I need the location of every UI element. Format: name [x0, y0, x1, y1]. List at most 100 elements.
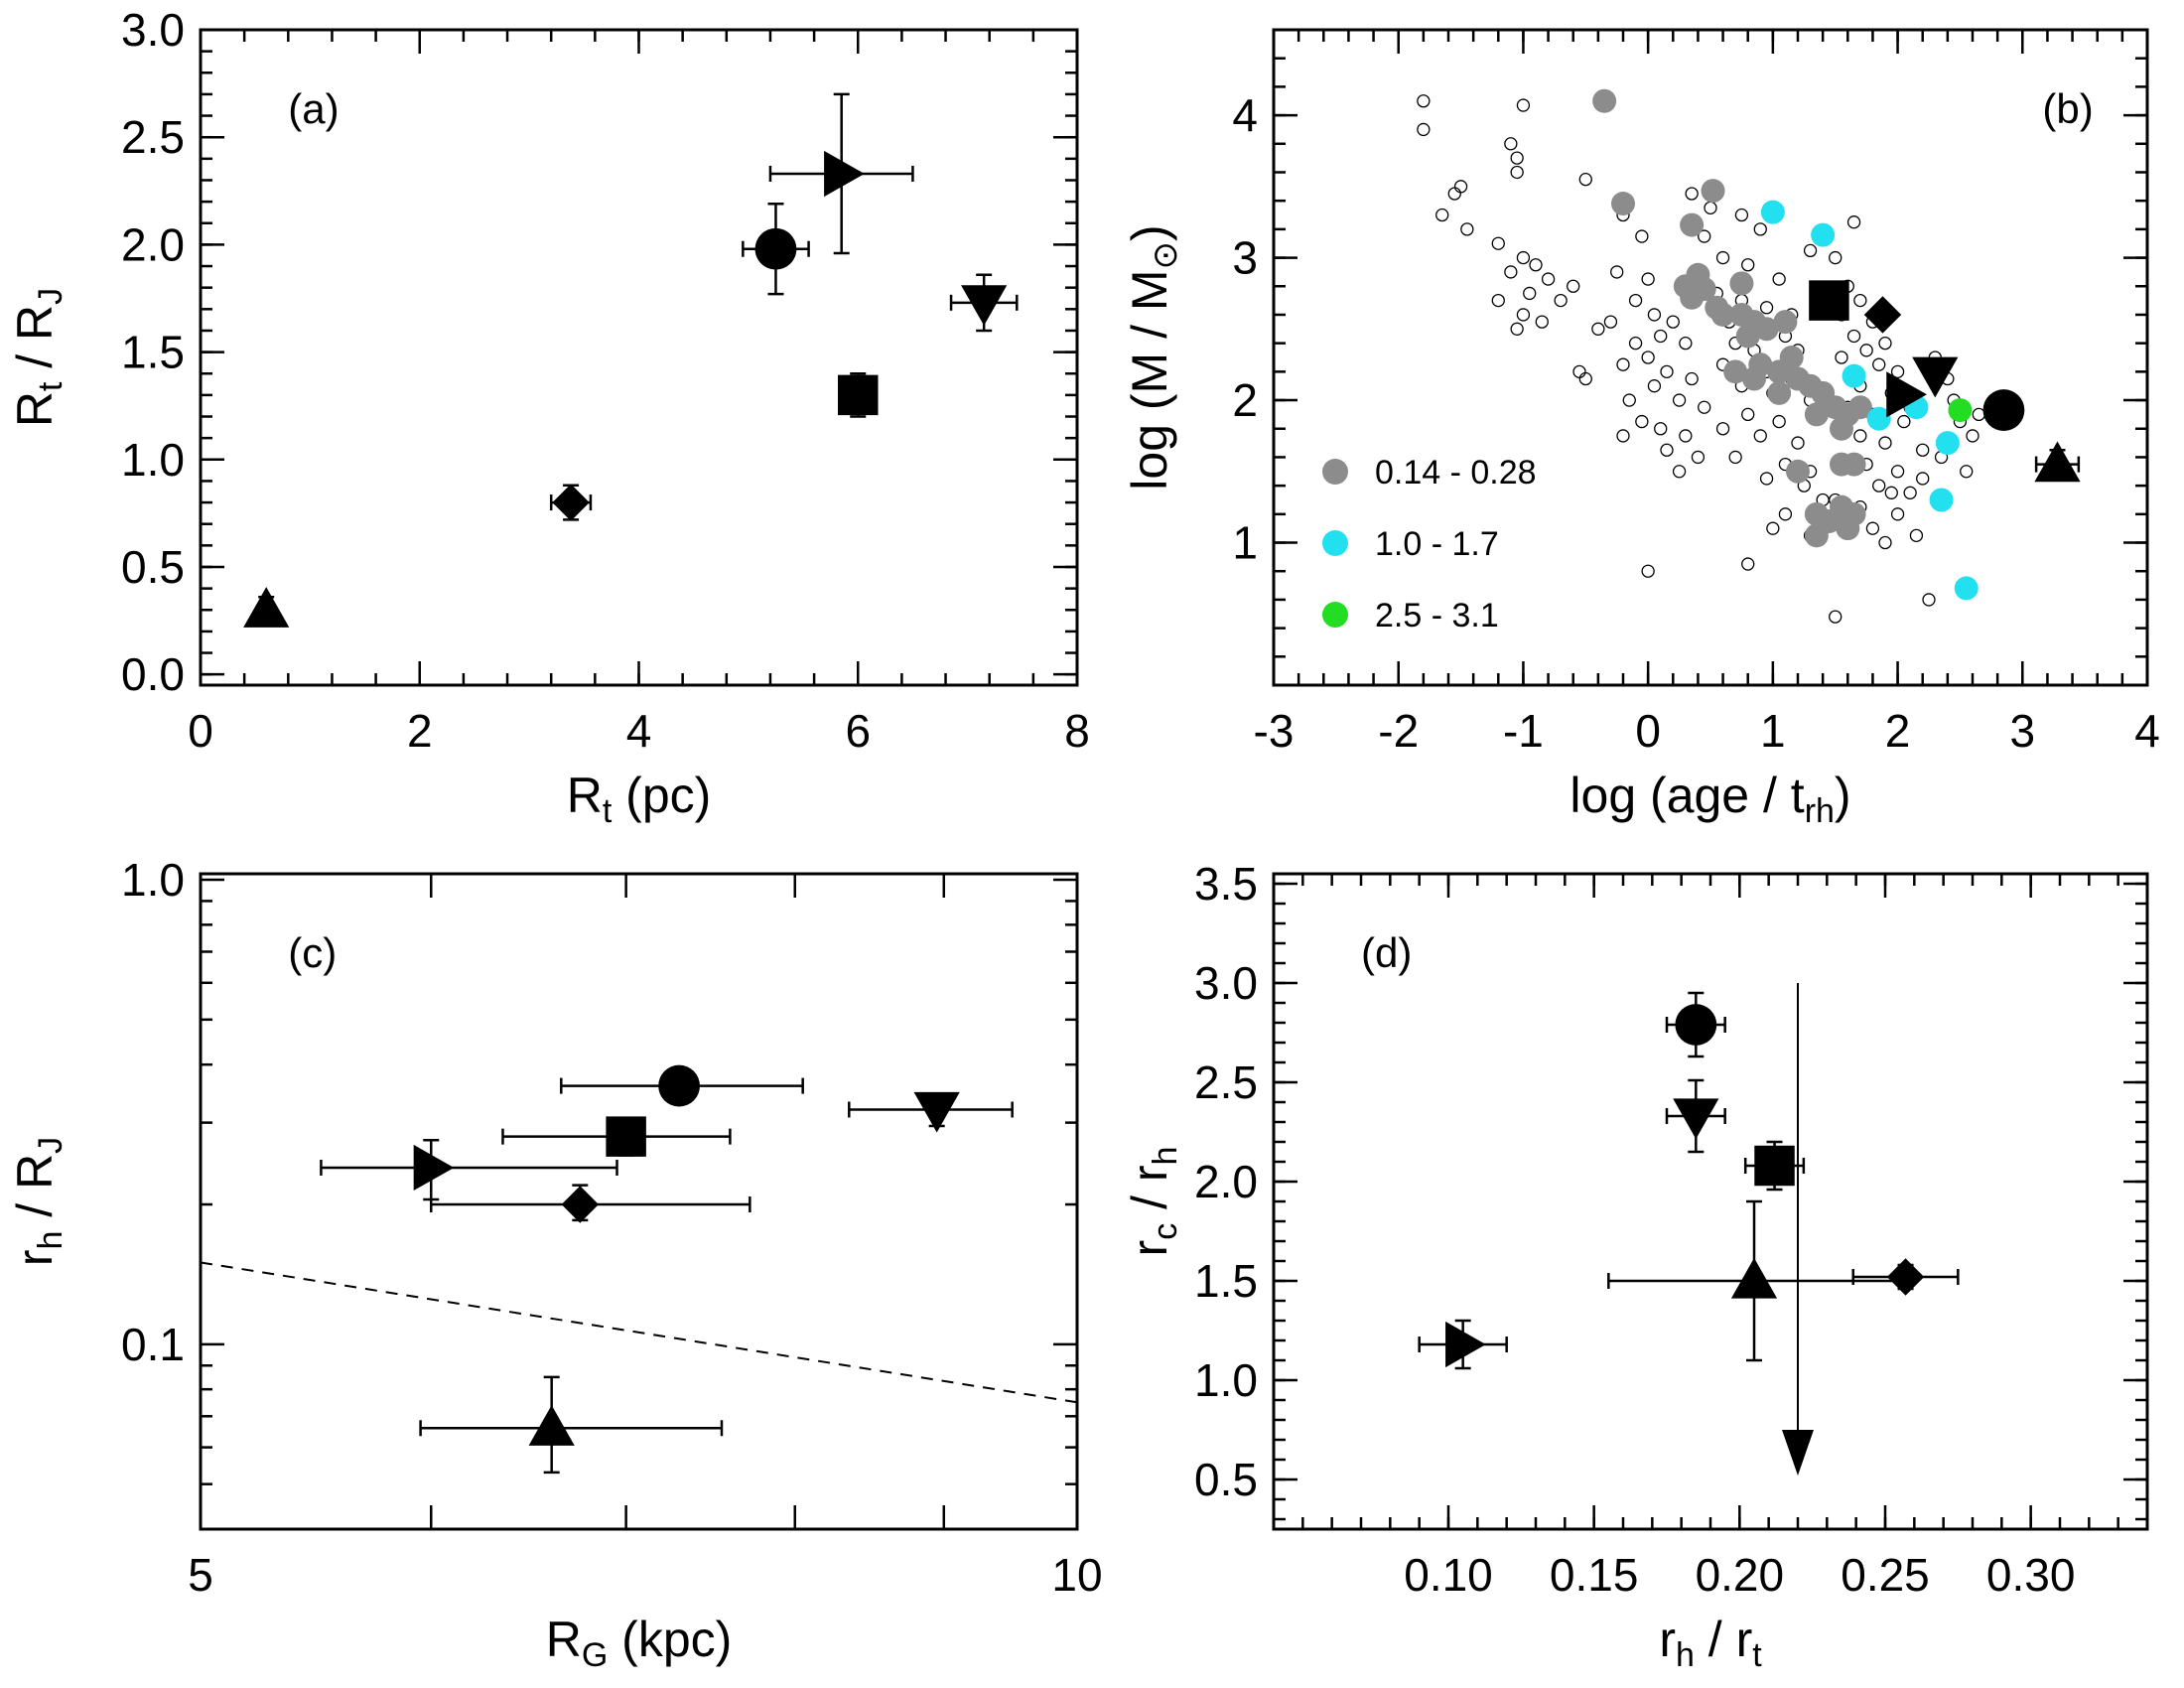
cyan-point — [1842, 363, 1866, 388]
diamond-marker — [1863, 296, 1902, 334]
background-point — [1846, 215, 1861, 229]
panel-label: (d) — [1361, 929, 1412, 976]
legend-label: 1.0 - 1.7 — [1375, 525, 1499, 563]
y-tick-label: 1.0 — [121, 434, 185, 486]
background-point — [1616, 357, 1630, 371]
y-tick-label: 3.0 — [121, 4, 185, 56]
background-point — [1772, 414, 1786, 429]
label-part: log (age / t — [1570, 768, 1804, 823]
gray-point — [1767, 380, 1792, 405]
background-point — [1853, 429, 1867, 443]
background-point — [1516, 308, 1531, 322]
background-point — [1622, 393, 1636, 407]
gray-point — [1786, 459, 1810, 484]
background-point — [1728, 450, 1742, 465]
background-point — [1616, 429, 1630, 443]
background-point — [1453, 180, 1468, 194]
background-point — [1685, 371, 1699, 386]
x-tick-label: 1 — [1760, 705, 1786, 757]
background-point — [1791, 436, 1805, 450]
label-part: r — [1659, 1612, 1676, 1667]
background-point — [1872, 357, 1886, 371]
diamond-marker — [561, 1186, 600, 1223]
x-axis-title: rh / rt — [1659, 1612, 1762, 1674]
x-tick-label: 8 — [1064, 705, 1090, 757]
label-part: ) — [1122, 224, 1177, 241]
background-point — [1734, 208, 1749, 222]
diamond-marker — [552, 484, 590, 521]
x-tick-label: 0.15 — [1550, 1549, 1639, 1601]
cyan-point — [1811, 222, 1836, 247]
background-point — [1603, 315, 1618, 329]
label-part: (kpc) — [608, 1612, 732, 1667]
background-point — [1878, 436, 1892, 450]
y-tick-label: 2 — [1232, 374, 1258, 426]
background-point — [1654, 422, 1668, 436]
background-point — [1660, 443, 1674, 457]
triangle-down-marker — [1673, 1098, 1719, 1140]
background-point — [1890, 465, 1905, 479]
background-point — [1698, 400, 1711, 414]
label-part: R — [567, 768, 603, 823]
gray-point — [1830, 416, 1853, 441]
x-tick-label: -1 — [1503, 705, 1544, 757]
y-axis-title: log (M / M⊙) — [1122, 224, 1184, 490]
background-point — [1960, 465, 1974, 479]
background-point — [1778, 507, 1793, 521]
square-marker — [1809, 280, 1849, 321]
background-point — [1835, 351, 1848, 364]
background-point — [1610, 265, 1624, 279]
y-tick-label: 0.1 — [121, 1319, 185, 1370]
gray-point — [1773, 310, 1798, 335]
x-axis-title: RG (kpc) — [546, 1612, 733, 1674]
background-point — [1759, 472, 1774, 486]
gray-point — [1804, 402, 1829, 427]
background-point — [1628, 337, 1643, 351]
cyan-point — [1954, 576, 1979, 601]
y-tick-label: 0.5 — [121, 541, 185, 593]
background-point — [1628, 293, 1643, 308]
y-tick-label: 2.5 — [1194, 1056, 1258, 1108]
panel-c: 5 10 0.1 1.0 RG (kpc) rh / RJ (c) — [7, 854, 1103, 1674]
label-part: (pc) — [612, 768, 711, 823]
triangle-right-marker — [1445, 1321, 1486, 1368]
x-tick-label: -2 — [1378, 705, 1419, 757]
circle-marker — [658, 1064, 700, 1107]
label-subscript: J — [32, 1137, 69, 1154]
background-point — [1510, 151, 1524, 165]
background-point — [1916, 443, 1930, 457]
background-point — [1535, 315, 1549, 329]
label-subscript: J — [32, 288, 69, 305]
gray-point — [1847, 395, 1872, 420]
background-point — [1903, 486, 1917, 499]
background-point — [1772, 272, 1786, 286]
label-part: ) — [1835, 768, 1851, 823]
plot-frame — [199, 872, 1079, 1531]
gray-point — [1735, 324, 1760, 349]
triangle-down-marker — [961, 285, 1008, 326]
plot-frame — [199, 28, 1079, 687]
background-point — [1672, 393, 1687, 407]
background-point — [1679, 429, 1693, 443]
gray-point — [1748, 352, 1773, 377]
gray-point — [1592, 88, 1617, 113]
y-tick-label: 3.5 — [1194, 858, 1258, 910]
panel-label: (a) — [288, 85, 339, 132]
label-subscript: h — [32, 1231, 69, 1250]
cyan-point — [1929, 488, 1954, 512]
y-tick-label: 0.5 — [1194, 1454, 1258, 1505]
background-point — [1846, 329, 1861, 344]
y-tick-label: 1.5 — [1194, 1255, 1258, 1307]
y-tick-label: 2.0 — [1194, 1156, 1258, 1207]
background-point — [1417, 122, 1431, 137]
circle-marker — [1982, 389, 2025, 431]
label-part: r — [1122, 1240, 1177, 1257]
background-point — [1516, 98, 1531, 112]
y-tick-label: 2.0 — [121, 218, 185, 270]
triangle-up-marker — [2034, 441, 2081, 483]
y-tick-label: 3.0 — [1194, 957, 1258, 1009]
cyan-point — [1935, 431, 1960, 456]
label-subscript: G — [582, 1636, 608, 1674]
legend-marker — [1322, 459, 1348, 485]
